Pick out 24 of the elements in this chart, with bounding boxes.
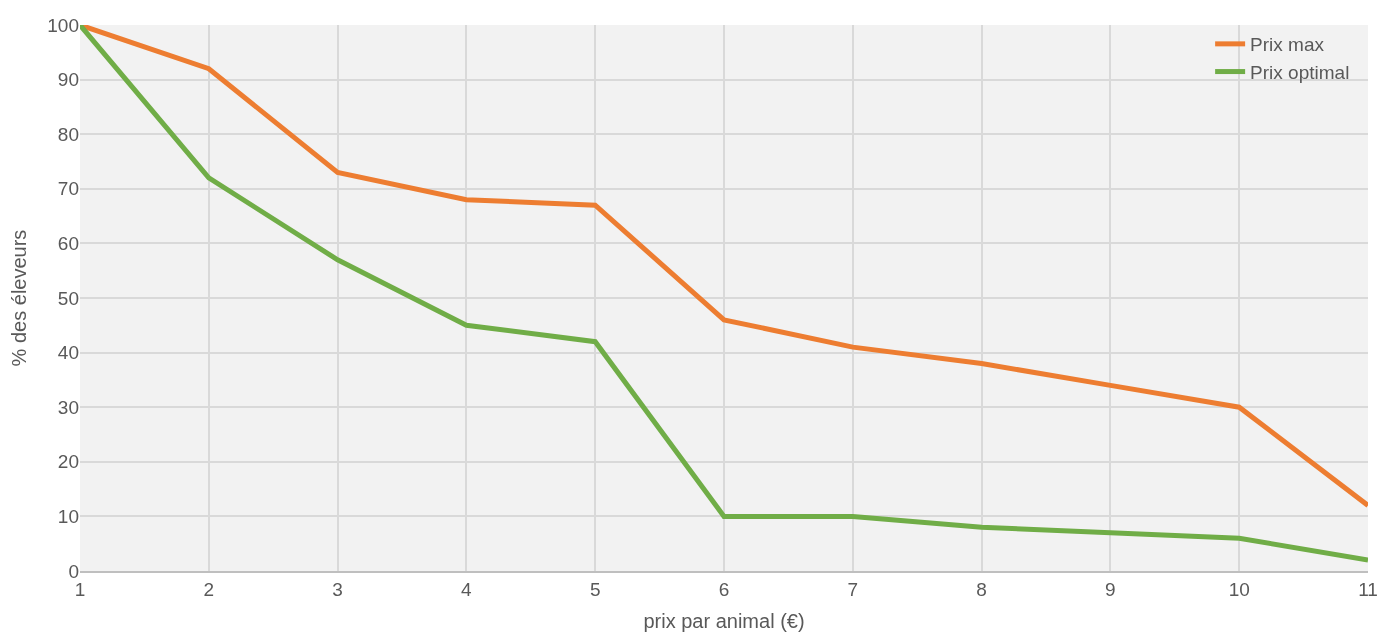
x-tick-label: 4	[461, 578, 473, 600]
x-tick-label: 9	[1105, 578, 1116, 600]
y-tick-label: 20	[57, 451, 79, 473]
x-tick-label: 7	[847, 578, 859, 600]
y-tick-label: 90	[57, 69, 79, 91]
x-tick-label: 5	[589, 578, 601, 600]
x-tick-label: 8	[976, 578, 987, 600]
x-tick-label: 10	[1228, 578, 1250, 600]
y-axis-title: % des éleveurs	[7, 229, 30, 367]
x-tick-label: 6	[718, 578, 730, 600]
y-tick-label: 60	[57, 233, 79, 255]
legend-label: Prix optimal	[1250, 61, 1350, 83]
x-tick-label: 3	[332, 578, 343, 600]
y-tick-label: 30	[57, 396, 79, 418]
legend-label: Prix max	[1250, 34, 1325, 56]
y-tick-label: 10	[57, 506, 79, 528]
y-tick-label: 40	[57, 342, 79, 364]
x-tick-label: 2	[203, 578, 215, 600]
x-axis-title: prix par animal (€)	[643, 609, 805, 632]
y-tick-label: 50	[57, 287, 79, 309]
y-tick-label: 80	[57, 123, 79, 145]
y-tick-label: 100	[47, 14, 79, 36]
x-tick-label: 11	[1358, 578, 1378, 600]
y-tick-label: 70	[57, 178, 79, 200]
